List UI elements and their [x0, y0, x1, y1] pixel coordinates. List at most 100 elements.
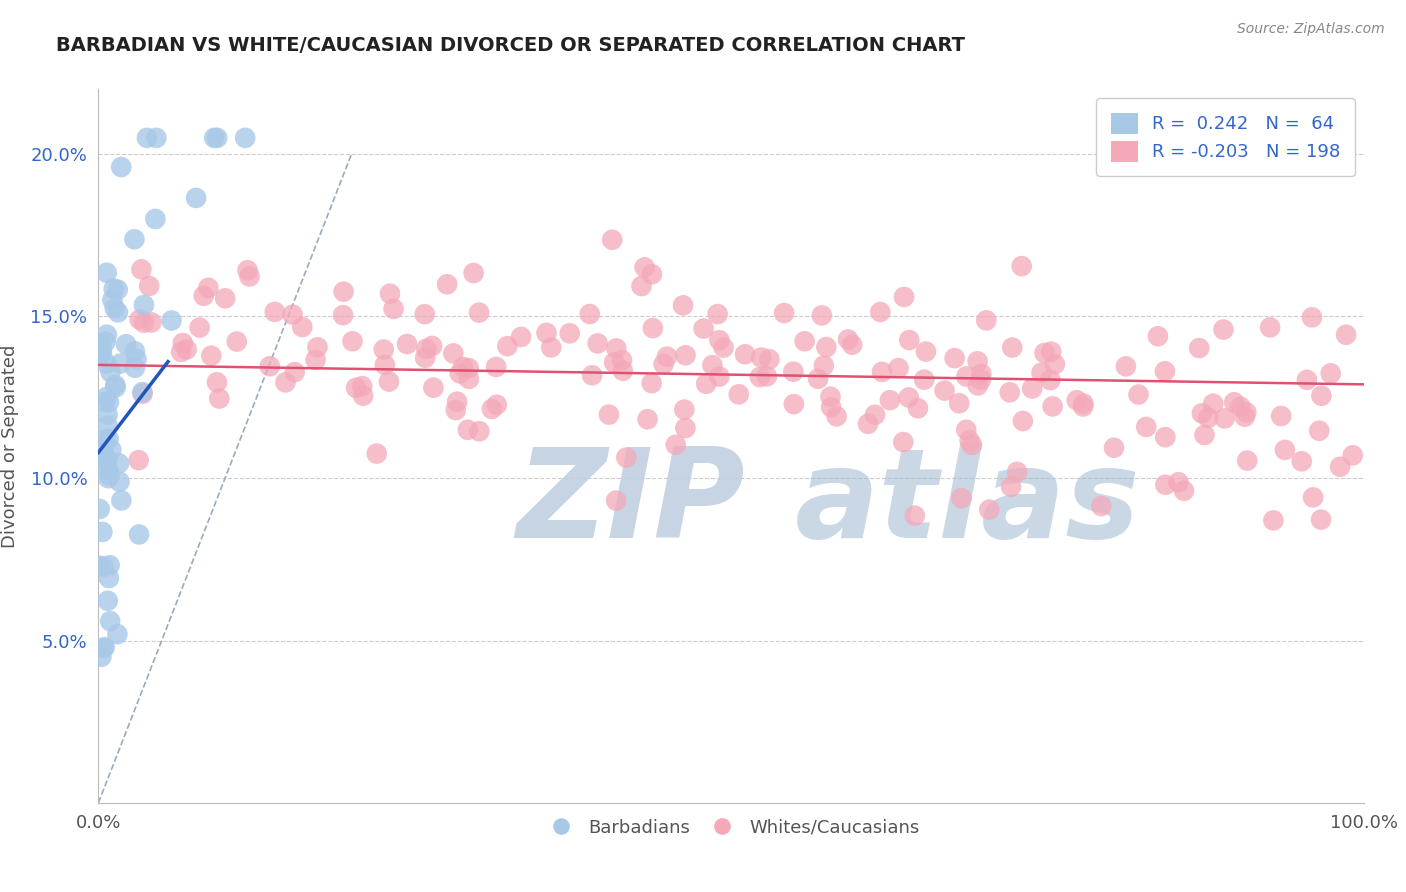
- Point: [96, 357, 118, 371]
- Point: [1329, 459, 1351, 474]
- Point: [1147, 329, 1170, 343]
- Point: [373, 343, 395, 357]
- Point: [104, 301, 127, 316]
- Point: [131, 385, 153, 400]
- Point: [96, 418, 118, 433]
- Point: [378, 375, 401, 389]
- Point: [610, 353, 633, 368]
- Point: [692, 321, 714, 335]
- Point: [188, 320, 211, 334]
- Point: [1090, 499, 1112, 513]
- Point: [96, 390, 118, 404]
- Point: [1301, 310, 1323, 325]
- Point: [1128, 387, 1150, 401]
- Point: [202, 131, 225, 145]
- Point: [342, 334, 364, 349]
- Point: [581, 368, 603, 383]
- Point: [976, 313, 998, 327]
- Point: [1310, 389, 1333, 403]
- Point: [193, 289, 215, 303]
- Point: [145, 211, 166, 226]
- Point: [1341, 448, 1364, 462]
- Point: [586, 336, 609, 351]
- Point: [131, 386, 153, 401]
- Point: [94, 394, 117, 409]
- Point: [97, 462, 120, 476]
- Point: [457, 361, 479, 376]
- Point: [160, 313, 183, 327]
- Point: [600, 233, 623, 247]
- Point: [352, 379, 374, 393]
- Point: [374, 358, 396, 372]
- Point: [378, 286, 401, 301]
- Legend: Barbadians, Whites/Caucasians: Barbadians, Whites/Caucasians: [536, 812, 927, 844]
- Point: [1167, 475, 1189, 490]
- Point: [1194, 428, 1216, 442]
- Point: [145, 131, 167, 145]
- Point: [706, 307, 728, 321]
- Point: [496, 339, 519, 353]
- Point: [98, 468, 121, 483]
- Point: [841, 337, 863, 351]
- Point: [879, 393, 901, 408]
- Point: [91, 442, 114, 457]
- Point: [485, 359, 508, 374]
- Point: [820, 401, 842, 415]
- Point: [208, 392, 231, 406]
- Point: [332, 285, 354, 299]
- Point: [141, 316, 163, 330]
- Point: [463, 266, 485, 280]
- Point: [558, 326, 581, 341]
- Point: [893, 290, 915, 304]
- Point: [1191, 406, 1213, 420]
- Point: [811, 309, 834, 323]
- Point: [641, 321, 664, 335]
- Point: [366, 446, 388, 460]
- Point: [446, 394, 468, 409]
- Point: [758, 352, 780, 367]
- Point: [172, 336, 194, 351]
- Point: [755, 369, 778, 384]
- Point: [481, 401, 503, 416]
- Point: [332, 308, 354, 322]
- Point: [1296, 373, 1319, 387]
- Point: [870, 365, 893, 379]
- Point: [420, 339, 443, 353]
- Point: [898, 333, 921, 347]
- Point: [510, 330, 533, 344]
- Point: [170, 345, 193, 359]
- Point: [89, 454, 111, 468]
- Point: [449, 367, 471, 381]
- Point: [637, 412, 659, 426]
- Point: [955, 423, 977, 437]
- Point: [1213, 411, 1236, 425]
- Point: [98, 558, 121, 573]
- Point: [413, 351, 436, 365]
- Point: [444, 403, 467, 417]
- Point: [97, 471, 120, 485]
- Point: [904, 508, 927, 523]
- Point: [1071, 400, 1094, 414]
- Point: [103, 282, 125, 296]
- Point: [89, 558, 111, 573]
- Point: [1291, 454, 1313, 468]
- Point: [205, 376, 228, 390]
- Point: [128, 453, 150, 467]
- Point: [90, 337, 112, 351]
- Point: [713, 341, 735, 355]
- Point: [1263, 513, 1285, 527]
- Point: [948, 396, 970, 410]
- Point: [94, 433, 117, 447]
- Point: [115, 337, 138, 351]
- Point: [1270, 409, 1292, 423]
- Point: [91, 641, 114, 656]
- Point: [1197, 410, 1219, 425]
- Point: [91, 524, 114, 539]
- Point: [94, 451, 117, 466]
- Point: [307, 340, 329, 354]
- Point: [820, 390, 842, 404]
- Point: [413, 307, 436, 321]
- Point: [727, 387, 749, 401]
- Point: [107, 627, 129, 641]
- Point: [1212, 322, 1234, 336]
